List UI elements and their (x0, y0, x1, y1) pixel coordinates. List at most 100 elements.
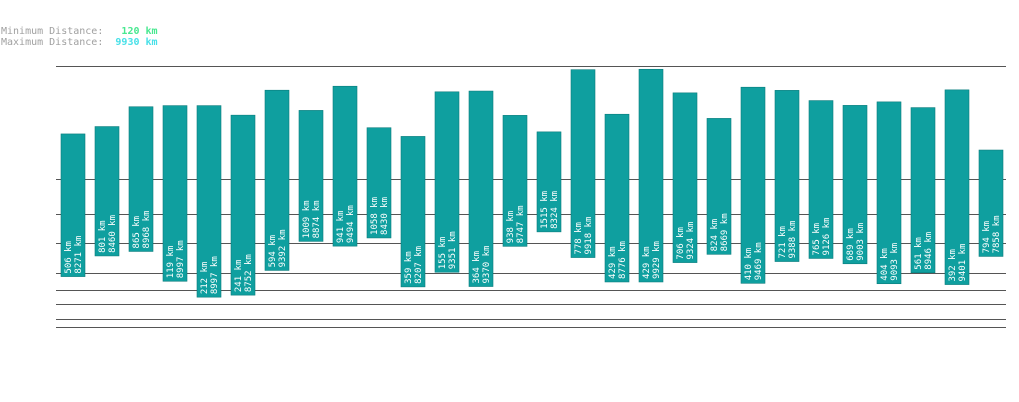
bar-max-label: 8968 km (142, 211, 152, 249)
bar-group: 155 km 9351 km (434, 91, 460, 273)
bar-max-label: 8271 km (74, 236, 84, 274)
bar-max-label: 8752 km (244, 254, 254, 292)
bar-group: 506 km 8271 km (60, 133, 86, 277)
bar-max-label: 8747 km (516, 205, 526, 243)
bar-min-label: 392 km (948, 249, 958, 282)
bar (434, 91, 460, 273)
bar-group: 212 km 8997 km (196, 105, 222, 298)
bar-min-label: 429 km (608, 246, 618, 279)
bar-max-label: 8776 km (618, 241, 628, 279)
bar-max-label: 7858 km (992, 215, 1002, 253)
bar-group: 561 km 8946 km (910, 107, 936, 274)
bar-group: 865 km 8968 km (128, 106, 154, 252)
bar-max-label: 9388 km (788, 221, 798, 259)
bar (468, 90, 494, 287)
bar (230, 114, 256, 296)
bar-min-label: 359 km (404, 251, 414, 284)
bar (740, 86, 766, 284)
bar-min-label: 778 km (574, 222, 584, 255)
bar (774, 90, 800, 262)
distance-summary: Minimum Distance: 120 km Maximum Distance… (1, 26, 158, 48)
bar-min-label: 404 km (880, 248, 890, 281)
bar-max-label: 8430 km (380, 197, 390, 235)
bar-group: 359 km 8207 km (400, 136, 426, 288)
bar-min-label: 865 km (132, 216, 142, 249)
bar-min-label: 506 km (64, 241, 74, 274)
bar-max-label: 8997 km (210, 256, 220, 294)
bar-max-label: 9401 km (958, 244, 968, 282)
bar-min-label: 794 km (982, 221, 992, 254)
max-distance-label: Maximum Distance: (1, 37, 104, 48)
bar-min-label: 706 km (676, 227, 686, 260)
min-distance-label: Minimum Distance: (1, 26, 104, 37)
bar-max-label: 9370 km (482, 246, 492, 284)
bar-group: 794 km 7858 km (978, 149, 1004, 257)
bar-max-label: 8324 km (550, 191, 560, 229)
bar-min-label: 938 km (506, 211, 516, 244)
bar-max-label: 9929 km (652, 241, 662, 279)
bar (196, 105, 222, 298)
bar-max-label: 8997 km (176, 240, 186, 278)
bar-max-label: 9093 km (890, 243, 900, 281)
bar (910, 107, 936, 274)
bar-max-label: 8874 km (312, 200, 322, 238)
bar-max-label: 9324 km (686, 222, 696, 260)
bar-group: 364 km 9370 km (468, 90, 494, 287)
bar-min-label: 801 km (98, 220, 108, 253)
bar-group: 429 km 8776 km (604, 113, 630, 283)
bar (672, 92, 698, 263)
bar-max-label: 9494 km (346, 205, 356, 243)
bar (842, 105, 868, 265)
bar-max-label: 9351 km (448, 231, 458, 269)
bar-group: 1058 km 8430 km (366, 127, 392, 239)
bar-min-label: 941 km (336, 211, 346, 244)
bar-group: 706 km 9324 km (672, 92, 698, 263)
bar-max-label: 9918 km (584, 217, 594, 255)
bar-min-label: 212 km (200, 262, 210, 295)
bar-group: 801 km 8460 km (94, 126, 120, 257)
bar (128, 106, 154, 252)
bar (604, 113, 630, 283)
bar (298, 110, 324, 242)
bar-group: 721 km 9388 km (774, 90, 800, 262)
bar-group: 1515 km 8324 km (536, 131, 562, 233)
bar-min-label: 1009 km (302, 200, 312, 238)
bar-max-label: 8669 km (720, 213, 730, 251)
bar (400, 136, 426, 288)
bar-min-label: 721 km (778, 226, 788, 259)
bar (638, 68, 664, 283)
bar-group: 410 km 9469 km (740, 86, 766, 284)
bar-min-label: 410 km (744, 248, 754, 281)
bar-max-label: 9003 km (856, 223, 866, 261)
min-distance-value: 120 km (121, 26, 158, 37)
bar-group: 824 km 8669 km (706, 118, 732, 255)
bar-min-label: 824 km (710, 219, 720, 252)
max-distance-value: 9930 km (115, 37, 158, 48)
bar (332, 85, 358, 247)
bar (366, 127, 392, 239)
bar-group: 241 km 8752 km (230, 114, 256, 296)
bar-group: 938 km 8747 km (502, 115, 528, 247)
bar-group: 778 km 9918 km (570, 69, 596, 258)
bar-group: 429 km 9929 km (638, 68, 664, 283)
bar-min-label: 1058 km (370, 197, 380, 235)
bar-min-label: 561 km (914, 237, 924, 270)
bar-group: 594 km 9392 km (264, 89, 290, 271)
bar (60, 133, 86, 277)
bar (876, 101, 902, 285)
bar-max-label: 9126 km (822, 218, 832, 256)
bar-min-label: 155 km (438, 237, 448, 270)
bar (536, 131, 562, 233)
bar (94, 126, 120, 257)
bar-group: 392 km 9401 km (944, 89, 970, 285)
bar (808, 100, 834, 259)
min-distance-row: Minimum Distance: 120 km (1, 26, 158, 37)
bar (706, 118, 732, 255)
bar-min-label: 119 km (166, 246, 176, 279)
bar (502, 115, 528, 247)
bar (570, 69, 596, 258)
bar-min-label: 429 km (642, 246, 652, 279)
bar-max-label: 8207 km (414, 246, 424, 284)
bars: 506 km 8271 km 801 km 8460 km 865 km 8968 km 1… (60, 68, 1004, 298)
